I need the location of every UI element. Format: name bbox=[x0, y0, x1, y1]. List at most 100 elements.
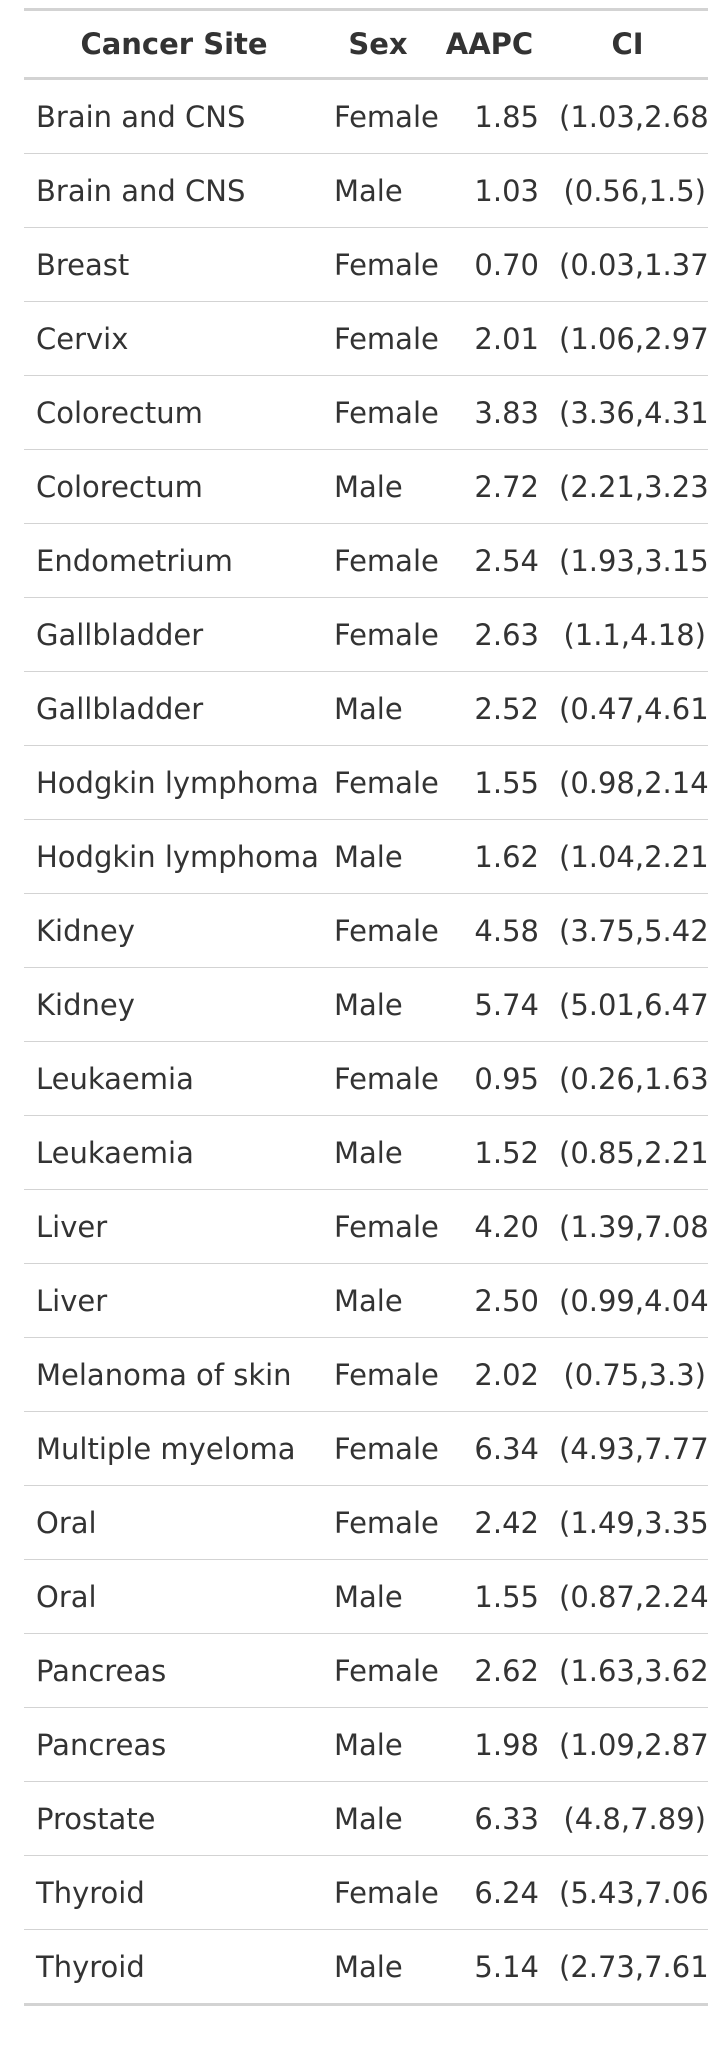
table-row: Hodgkin lymphoma Female 1.55 (0.98,2.14) bbox=[24, 745, 708, 820]
cell-cancer-site: Oral bbox=[24, 1559, 324, 1634]
cell-ci: (0.47,4.61) bbox=[547, 671, 708, 746]
cell-ci: (1.03,2.68) bbox=[559, 99, 708, 134]
table-row: Breast Female 0.70 (0.03,1.37) bbox=[24, 227, 708, 302]
cell-aapc: 1.98 bbox=[432, 1707, 547, 1782]
cell-cancer-site: Breast bbox=[24, 227, 324, 302]
header-sex: Sex bbox=[324, 9, 432, 80]
cell-ci: (5.43,7.06) bbox=[547, 1855, 708, 1930]
cell-ci: (2.21,3.23) bbox=[547, 449, 708, 524]
cell-cancer-site: Thyroid bbox=[24, 1855, 324, 1930]
table-row: Colorectum Female 3.83 (3.36,4.31) bbox=[24, 375, 708, 450]
table-row: Cervix Female 2.01 (1.06,2.97) bbox=[24, 301, 708, 376]
cell-sex: Female bbox=[324, 1411, 439, 1486]
aapc-table-container: Cancer Site Sex AAPC CI Brain and CNS Fem… bbox=[24, 8, 708, 2006]
cell-sex: Female bbox=[334, 99, 439, 134]
header-cancer-site: Cancer Site bbox=[24, 9, 324, 80]
cell-ci: (0.99,4.04) bbox=[547, 1263, 708, 1338]
table-row: Kidney Male 5.74 (5.01,6.47) bbox=[24, 967, 708, 1042]
cell-aapc: 6.33 bbox=[432, 1781, 547, 1856]
cell-ci: (1.93,3.15) bbox=[547, 523, 708, 598]
cell-ci: (3.75,5.42) bbox=[547, 893, 708, 968]
cell-sex: Female bbox=[324, 1189, 439, 1264]
cell-cancer-site: Kidney bbox=[24, 967, 324, 1042]
cell-ci: (2.73,7.61) bbox=[547, 1929, 708, 2005]
cell-sex: Male bbox=[324, 1929, 432, 2005]
cell-ci: (3.36,4.31) bbox=[547, 375, 708, 450]
table-body: Brain and CNS Female 1.85 (1.03,2.68) Brain … bbox=[24, 79, 708, 2005]
cell-cancer-site: Liver bbox=[24, 1263, 324, 1338]
cell-ci: (1.49,3.35) bbox=[547, 1485, 708, 1560]
table-row: Gallbladder Male 2.52 (0.47,4.61) bbox=[24, 671, 708, 746]
cell-ci: (0.85,2.21) bbox=[547, 1115, 708, 1190]
cell-cancer-site: Melanoma of skin bbox=[24, 1337, 324, 1412]
cell-sex: Male bbox=[324, 1559, 432, 1634]
cell-aapc: 2.62 bbox=[432, 1633, 547, 1708]
cell-cancer-site: Colorectum bbox=[24, 375, 324, 450]
cell-aapc: 2.54 bbox=[432, 523, 547, 598]
cell-aapc: 2.52 bbox=[432, 671, 547, 746]
cell-sex: Female bbox=[324, 1485, 439, 1560]
table-row: Brain and CNS Female 1.85 (1.03,2.68) bbox=[24, 79, 708, 154]
cell-sex: Female bbox=[324, 597, 439, 672]
cell-cancer-site: Hodgkin lymphoma bbox=[24, 819, 324, 894]
cell-sex: Male bbox=[324, 1707, 432, 1782]
header-aapc: AAPC bbox=[432, 9, 547, 80]
cell-ci: (0.03,1.37) bbox=[547, 227, 708, 302]
table-row: Kidney Female 4.58 (3.75,5.42) bbox=[24, 893, 708, 968]
cell-ci: (1.39,7.08) bbox=[547, 1189, 708, 1264]
cell-cancer-site: Liver bbox=[24, 1189, 324, 1264]
header-ci: CI bbox=[547, 9, 708, 80]
table-row: Melanoma of skin Female 2.02 (0.75,3.3) bbox=[24, 1337, 708, 1412]
cell-aapc: 5.74 bbox=[432, 967, 547, 1042]
cell-ci: (0.26,1.63) bbox=[547, 1041, 708, 1116]
table-row: Leukaemia Male 1.52 (0.85,2.21) bbox=[24, 1115, 708, 1190]
table-row: Oral Male 1.55 (0.87,2.24) bbox=[24, 1559, 708, 1634]
cell-aapc: 2.02 bbox=[432, 1337, 547, 1412]
table-row: Oral Female 2.42 (1.49,3.35) bbox=[24, 1485, 708, 1560]
cell-cancer-site: Brain and CNS bbox=[24, 153, 324, 228]
cell-ci: (0.56,1.5) bbox=[547, 153, 708, 228]
cell-aapc: 6.24 bbox=[432, 1855, 547, 1930]
cell-sex: Female bbox=[324, 375, 439, 450]
cell-aapc: 1.85 bbox=[474, 99, 539, 134]
cell-sex: Female bbox=[324, 301, 439, 376]
cell-ci: (0.75,3.3) bbox=[547, 1337, 708, 1412]
cell-ci: (1.04,2.21) bbox=[547, 819, 708, 894]
cell-aapc: 1.62 bbox=[432, 819, 547, 894]
cell-cancer-site: Pancreas bbox=[24, 1633, 324, 1708]
table-row: Thyroid Female 6.24 (5.43,7.06) bbox=[24, 1855, 708, 1930]
table-row: Multiple myeloma Female 6.34 (4.93,7.77) bbox=[24, 1411, 708, 1486]
cell-aapc: 2.01 bbox=[432, 301, 547, 376]
header-row: Cancer Site Sex AAPC CI bbox=[24, 9, 708, 80]
cell-sex: Female bbox=[324, 745, 439, 820]
table-row: Endometrium Female 2.54 (1.93,3.15) bbox=[24, 523, 708, 598]
cell-ci: (1.63,3.62) bbox=[547, 1633, 708, 1708]
table-row: Brain and CNS Male 1.03 (0.56,1.5) bbox=[24, 153, 708, 228]
table-row: Liver Male 2.50 (0.99,4.04) bbox=[24, 1263, 708, 1338]
cell-aapc: 1.52 bbox=[432, 1115, 547, 1190]
cell-ci: (1.1,4.18) bbox=[547, 597, 708, 672]
cell-ci: (0.98,2.14) bbox=[547, 745, 708, 820]
cell-sex: Male bbox=[324, 1263, 432, 1338]
cell-cancer-site: Cervix bbox=[24, 301, 324, 376]
cell-sex: Male bbox=[324, 1781, 432, 1856]
cell-sex: Male bbox=[324, 449, 432, 524]
cell-aapc: 1.03 bbox=[432, 153, 547, 228]
cell-aapc: 3.83 bbox=[432, 375, 547, 450]
table-row: Pancreas Male 1.98 (1.09,2.87) bbox=[24, 1707, 708, 1782]
table-row: Liver Female 4.20 (1.39,7.08) bbox=[24, 1189, 708, 1264]
table-row: Leukaemia Female 0.95 (0.26,1.63) bbox=[24, 1041, 708, 1116]
table-row: Thyroid Male 5.14 (2.73,7.61) bbox=[24, 1929, 708, 2005]
cell-cancer-site: Colorectum bbox=[24, 449, 324, 524]
cell-cancer-site: Prostate bbox=[24, 1781, 324, 1856]
cell-cancer-site: Leukaemia bbox=[24, 1115, 324, 1190]
cell-ci: (5.01,6.47) bbox=[547, 967, 708, 1042]
cell-aapc: 4.58 bbox=[432, 893, 547, 968]
cell-cancer-site: Thyroid bbox=[24, 1929, 324, 2005]
cell-sex: Female bbox=[324, 1633, 439, 1708]
table-row: Prostate Male 6.33 (4.8,7.89) bbox=[24, 1781, 708, 1856]
cell-sex: Male bbox=[324, 819, 432, 894]
cell-aapc: 0.95 bbox=[432, 1041, 547, 1116]
table-row: Pancreas Female 2.62 (1.63,3.62) bbox=[24, 1633, 708, 1708]
cell-cancer-site: Kidney bbox=[24, 893, 324, 968]
